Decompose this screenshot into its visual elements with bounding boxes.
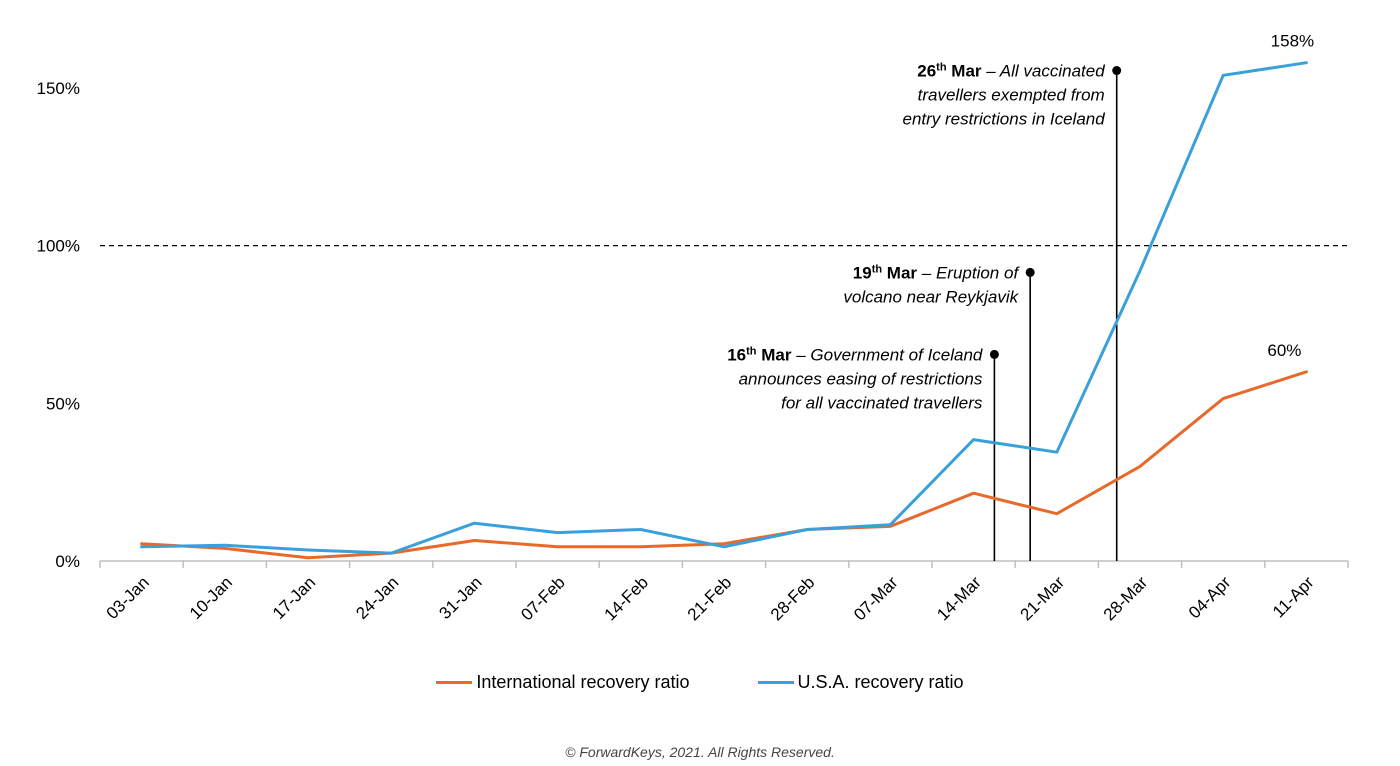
x-tick-label: 07-Feb — [517, 573, 569, 625]
end-label-international: 60% — [1267, 341, 1301, 360]
x-tick-label: 17-Jan — [269, 573, 319, 623]
series-line-usa — [140, 61, 1308, 555]
x-tick-label: 07-Mar — [850, 573, 902, 625]
x-tick-label: 21-Feb — [684, 573, 736, 625]
annotation-text: 16th Mar – Government of Iceland announce… — [727, 345, 983, 412]
copyright-footer: © ForwardKeys, 2021. All Rights Reserved… — [565, 744, 835, 760]
y-tick-label: 0% — [55, 552, 80, 571]
x-tick-label: 21-Mar — [1017, 573, 1069, 625]
annotation-dot — [1025, 267, 1035, 277]
x-tick-label: 14-Mar — [933, 573, 985, 625]
legend: International recovery ratio U.S.A. reco… — [0, 668, 1400, 696]
x-tick-label: 31-Jan — [435, 573, 485, 623]
x-axis: 03-Jan 10-Jan 17-Jan 24-Jan 31-Jan 07-Feb 14-F… — [99, 560, 1349, 625]
annotation-dot — [989, 349, 999, 359]
end-labels: 60% 158% — [1267, 32, 1314, 360]
series-line-international — [140, 370, 1308, 560]
series-lines — [140, 61, 1308, 560]
x-tick-label: 28-Mar — [1100, 573, 1152, 625]
legend-label-usa: U.S.A. recovery ratio — [797, 671, 964, 692]
legend-item-international: International recovery ratio — [436, 671, 690, 693]
recovery-ratio-chart: 0% 50% 100% 150% 03-Jan 10-Jan 17-Jan 24-Jan 31… — [37, 32, 1349, 625]
annotation-dot — [1112, 66, 1122, 76]
x-tick-label: 14-Feb — [601, 573, 653, 625]
legend-swatch-international — [436, 680, 473, 684]
y-axis-ticks: 0% 50% 100% 150% — [37, 79, 80, 571]
x-tick-label: 04-Apr — [1185, 573, 1235, 623]
legend-item-usa: U.S.A. recovery ratio — [757, 671, 964, 693]
x-tick-label: 03-Jan — [103, 573, 153, 623]
annotation-text: 26th Mar – All vaccinated travellers exem… — [903, 62, 1106, 129]
x-tick-label: 28-Feb — [767, 573, 819, 625]
annotation-text: 19th Mar – Eruption of volcano near Reykj… — [843, 263, 1020, 306]
y-tick-label: 150% — [37, 79, 80, 98]
y-tick-label: 100% — [37, 237, 80, 256]
legend-swatch-usa — [757, 680, 794, 684]
x-tick-label: 11-Apr — [1269, 573, 1318, 622]
y-tick-label: 50% — [46, 394, 80, 413]
x-tick-label: 10-Jan — [186, 573, 236, 623]
legend-label-international: International recovery ratio — [476, 671, 690, 692]
end-label-usa: 158% — [1271, 32, 1314, 51]
annotation-texts: 16th Mar – Government of Iceland announce… — [727, 62, 1105, 413]
x-tick-label: 24-Jan — [352, 573, 402, 623]
